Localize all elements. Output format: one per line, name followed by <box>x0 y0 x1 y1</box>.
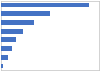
Bar <box>1 37 16 42</box>
Bar <box>1 55 8 60</box>
Bar <box>1 29 23 34</box>
Bar <box>1 20 34 25</box>
Bar <box>1 11 50 16</box>
Bar <box>1 3 89 7</box>
Bar <box>1 64 3 68</box>
Bar <box>1 46 12 51</box>
